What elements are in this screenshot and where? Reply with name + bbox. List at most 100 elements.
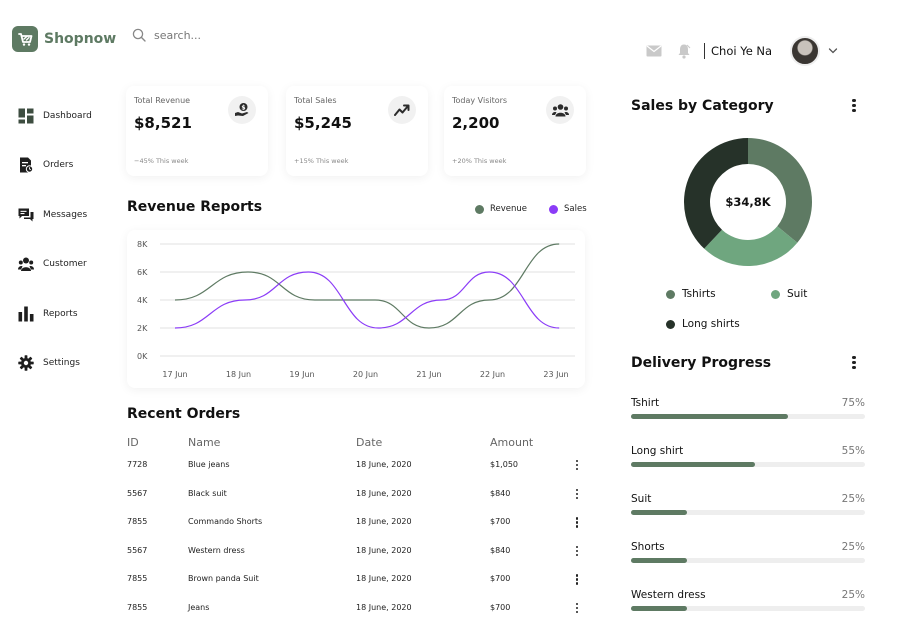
money-hand-icon: $ (228, 96, 256, 124)
row-menu-icon[interactable] (573, 545, 581, 557)
sidebar-item-label: Customer (43, 259, 87, 270)
row-menu-icon[interactable] (573, 517, 581, 528)
x-tick-label: 22 Jun (480, 370, 505, 379)
row-menu-icon[interactable] (573, 460, 581, 471)
category-menu-icon[interactable] (850, 99, 858, 113)
legend-label: Suit (787, 288, 808, 300)
table-row[interactable]: 7728 Blue jeans 18 June, 2020 $1,050 (127, 460, 587, 489)
column-header-amount: Amount (490, 436, 534, 449)
table-row[interactable]: 5567 Western dress 18 June, 2020 $840 (127, 545, 587, 575)
column-header-id: ID (127, 436, 139, 449)
legend-label: Long shirts (682, 318, 740, 330)
row-menu-icon[interactable] (573, 602, 581, 614)
revenue-title: Revenue Reports (127, 199, 263, 215)
reports-icon (18, 306, 34, 322)
bell-icon[interactable] (676, 43, 692, 59)
legend-swatch-revenue (475, 204, 484, 214)
avatar[interactable] (790, 36, 821, 66)
search-input[interactable] (154, 28, 314, 42)
x-tick-label: 23 Jun (543, 370, 568, 379)
progress-fill (631, 606, 688, 611)
header-actions: Choi Ye Na (646, 36, 838, 66)
legend-item-long-shirts: Long shirts (666, 318, 740, 330)
order-date: 18 June, 2020 (356, 488, 412, 498)
progress-label: Shorts (631, 541, 665, 553)
sidebar-item-messages[interactable]: Messages (18, 205, 118, 225)
customer-icon (18, 256, 34, 272)
y-tick-label: 6K (137, 268, 148, 277)
orders-title: Recent Orders (127, 406, 241, 422)
chevron-down-icon[interactable] (828, 47, 838, 55)
row-menu-icon[interactable] (573, 488, 581, 499)
settings-icon (18, 355, 34, 371)
order-date: 18 June, 2020 (356, 460, 412, 469)
sidebar-item-label: Orders (43, 160, 74, 171)
progress-value: 25% (841, 589, 865, 601)
progress-track (631, 462, 865, 467)
progress-track (631, 606, 865, 611)
table-header: ID Name Date Amount (127, 436, 587, 460)
order-id: 7855 (127, 602, 148, 612)
y-tick-label: 4K (137, 296, 148, 305)
sidebar-item-dashboard[interactable]: Dashboard (18, 106, 118, 126)
legend-swatch (666, 289, 675, 299)
stat-change: −45% This week (134, 157, 189, 165)
row-menu-icon[interactable] (573, 574, 581, 585)
sidebar-item-orders[interactable]: Orders (18, 155, 118, 175)
progress-item-long-shirt: Long shirt 55% (631, 445, 865, 471)
sidebar-item-label: Messages (43, 209, 88, 220)
order-name: Commando Shorts (188, 517, 263, 527)
stat-card-sales: Total Sales $5,245 +15% This week (286, 86, 428, 176)
stat-label: Today Visitors (452, 96, 508, 105)
series-line-revenue (174, 243, 560, 329)
legend-label: Tshirts (682, 288, 716, 300)
order-amount: $700 (490, 517, 511, 527)
legend-swatch-sales (549, 204, 559, 214)
progress-track (631, 510, 865, 515)
column-header-name: Name (188, 436, 221, 449)
search-icon (132, 28, 146, 42)
legend-swatch (666, 319, 675, 329)
table-row[interactable]: 5567 Black suit 18 June, 2020 $840 (127, 488, 587, 518)
donut-slice-long-shirts (684, 138, 748, 249)
progress-value: 25% (841, 541, 865, 553)
orders-table: ID Name Date Amount 7728 Blue jeans 18 J… (127, 436, 587, 632)
progress-fill (631, 414, 788, 419)
legend-item-suit: Suit (771, 288, 807, 300)
brand-logo[interactable]: Shopnow (12, 26, 116, 52)
progress-track (631, 414, 865, 419)
x-tick-label: 20 Jun (353, 370, 378, 379)
x-tick-label: 19 Jun (289, 370, 314, 379)
x-tick-label: 18 Jun (226, 370, 251, 379)
order-id: 5567 (127, 488, 148, 498)
order-name: Brown panda Suit (188, 574, 259, 584)
table-row[interactable]: 7855 Brown panda Suit 18 June, 2020 $700 (127, 574, 587, 603)
mail-icon[interactable] (646, 45, 662, 57)
stat-card-revenue: Total Revenue $8,521 −45% This week $ (126, 86, 268, 176)
sidebar-item-reports[interactable]: Reports (18, 304, 118, 324)
delivery-menu-icon[interactable] (850, 356, 858, 370)
chart-legend: Revenue Sales (475, 204, 587, 214)
search-bar[interactable] (132, 28, 314, 42)
y-tick-label: 2K (137, 324, 148, 333)
table-row[interactable]: 7855 Jeans 18 June, 2020 $700 (127, 602, 587, 632)
order-amount: $840 (490, 488, 511, 498)
sidebar-item-settings[interactable]: Settings (18, 353, 118, 373)
y-tick-label: 8K (137, 240, 148, 249)
brand-name: Shopnow (44, 31, 117, 47)
orders-icon (18, 157, 34, 174)
y-tick-label: 0K (137, 352, 148, 361)
order-name: Jeans (188, 602, 210, 612)
dashboard-icon (18, 108, 34, 124)
order-name: Black suit (188, 488, 227, 498)
divider (704, 43, 705, 59)
legend-swatch (771, 289, 780, 299)
category-donut-chart (684, 138, 812, 266)
sidebar-item-customer[interactable]: Customer (18, 254, 118, 274)
order-id: 7728 (127, 460, 148, 469)
progress-fill (631, 510, 688, 515)
order-name: Blue jeans (188, 460, 230, 469)
progress-item-western-dress: Western dress 25% (631, 589, 865, 615)
table-row[interactable]: 7855 Commando Shorts 18 June, 2020 $700 (127, 517, 587, 546)
donut-slice-tshirts (748, 138, 812, 243)
